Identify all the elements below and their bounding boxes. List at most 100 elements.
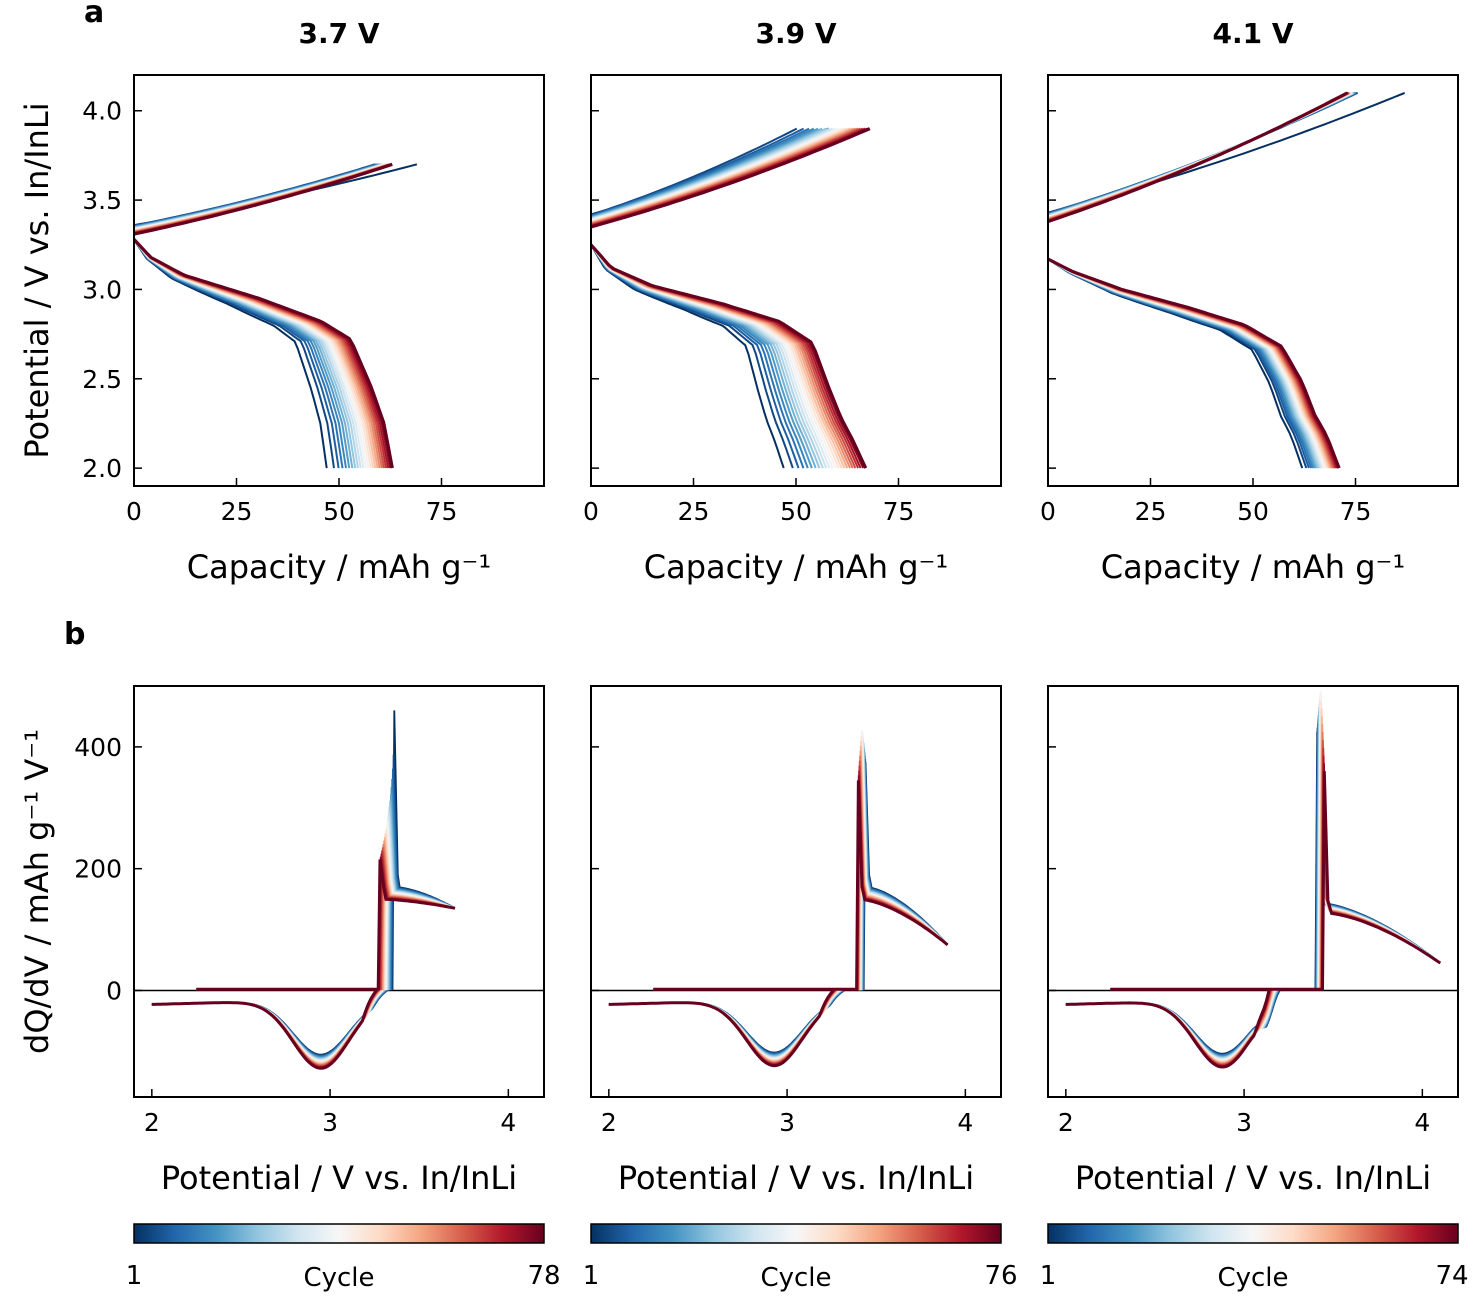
x-tick-label: 2 <box>601 1108 617 1137</box>
x-tick-label: 50 <box>1237 497 1269 526</box>
x-tick-label: 4 <box>957 1108 973 1137</box>
colorbar-gradient <box>1047 1223 1459 1244</box>
series-group <box>134 162 418 469</box>
dqdv-discharge-curve <box>608 989 839 1061</box>
dqdv-charge-curve <box>653 742 949 991</box>
dqdv-discharge-curve <box>608 989 841 1059</box>
dqdv-charge-curve <box>1110 739 1441 991</box>
dqdv-discharge-curve <box>608 989 845 1054</box>
axes-b-3.9: 2 3 4 Potential / V vs. In/InLi <box>590 685 1002 1197</box>
discharge-curve <box>591 243 868 469</box>
dqdv-charge-curve <box>196 840 456 991</box>
y-tick-label: 400 <box>74 733 122 762</box>
x-tick-label: 3 <box>779 1108 795 1137</box>
dqdv-charge-curve <box>196 847 456 991</box>
dqdv-charge-curve <box>1110 708 1441 991</box>
dqdv-discharge-curve <box>151 989 388 1056</box>
dqdv-charge-curve <box>653 770 949 991</box>
x-tick-label: 25 <box>678 497 710 526</box>
colorbar-min-label: 1 <box>126 1261 143 1291</box>
x-tick-label: 75 <box>1340 497 1372 526</box>
column-title-4.1: 4.1 V <box>1212 17 1293 50</box>
dqdv-discharge-curve <box>151 989 380 1067</box>
plot-frame <box>1047 74 1459 487</box>
axes-b-3.7: 2 3 4 0 200 400 Potential / V vs. In/InLi dQ/dV… <box>18 685 545 1197</box>
x-tick-label: 0 <box>583 497 599 526</box>
x-tick-label: 25 <box>221 497 253 526</box>
dqdv-charge-curve <box>1110 691 1441 991</box>
dqdv-discharge-curve <box>151 989 378 1070</box>
dqdv-charge-curve <box>196 853 456 991</box>
dqdv-discharge-curve <box>608 989 841 1060</box>
dqdv-discharge-curve <box>608 989 844 1056</box>
colorbar-gradient <box>133 1223 545 1244</box>
dqdv-discharge-curve <box>151 989 379 1068</box>
y-tick-label: 3.5 <box>82 186 122 215</box>
dqdv-charge-curve <box>653 755 949 991</box>
dqdv-discharge-curve <box>608 989 840 1060</box>
dqdv-discharge-curve <box>608 989 845 1055</box>
dqdv-discharge-curve <box>608 989 843 1056</box>
charge-curve <box>134 163 377 227</box>
dqdv-charge-curve <box>196 837 456 991</box>
dqdv-discharge-curve <box>151 989 386 1059</box>
dqdv-charge-curve <box>1110 771 1442 991</box>
dqdv-charge-curve <box>196 825 456 991</box>
colorbar-max-label: 74 <box>1435 1261 1468 1291</box>
dqdv-discharge-curve <box>608 989 842 1058</box>
dqdv-discharge-curve <box>1065 990 1271 1069</box>
panel-letter-a: a <box>84 0 104 30</box>
dqdv-discharge-curve <box>151 989 383 1063</box>
dqdv-discharge-curve <box>608 989 838 1063</box>
y-axis-label: Potential / V vs. In/InLi <box>18 102 56 458</box>
x-tick-label: 75 <box>426 497 458 526</box>
charge-curve <box>591 127 871 229</box>
panel-letter-b: b <box>64 617 85 652</box>
dqdv-charge-curve <box>653 736 949 991</box>
dqdv-discharge-curve <box>151 989 386 1059</box>
dqdv-discharge-curve <box>151 989 379 1068</box>
dqdv-discharge-curve <box>608 989 836 1065</box>
dqdv-discharge-curve <box>608 989 835 1066</box>
dqdv-charge-curve <box>653 731 949 991</box>
x-axis-label: Capacity / mAh g⁻¹ <box>1101 548 1406 586</box>
series-group <box>591 730 1001 1068</box>
dqdv-charge-curve <box>196 787 456 991</box>
dqdv-charge-curve <box>653 760 949 991</box>
dqdv-discharge-curve <box>608 989 840 1061</box>
y-tick-label: 0 <box>106 976 122 1005</box>
dqdv-charge-curve <box>1110 747 1441 991</box>
dqdv-discharge-curve <box>151 989 385 1061</box>
x-tick-label: 0 <box>126 497 142 526</box>
colorbar-4.1: 1 Cycle 74 <box>1040 1223 1469 1293</box>
dqdv-charge-curve <box>196 768 456 991</box>
colorbar-min-label: 1 <box>1040 1261 1057 1291</box>
discharge-curve <box>1048 257 1341 469</box>
axes-a-4.1: 0 25 50 75 Capacity / mAh g⁻¹ <box>1040 74 1459 586</box>
plot-frame <box>590 685 1002 1098</box>
dqdv-charge-curve <box>653 765 949 991</box>
dqdv-charge-curve <box>196 850 456 991</box>
dqdv-charge-curve <box>196 778 456 991</box>
x-tick-label: 50 <box>323 497 355 526</box>
dqdv-charge-curve <box>653 740 949 991</box>
dqdv-discharge-curve <box>151 989 382 1064</box>
x-axis-label: Capacity / mAh g⁻¹ <box>644 548 949 586</box>
colorbar-3.7: 1 Cycle 78 <box>126 1223 561 1293</box>
x-tick-label: 0 <box>1040 497 1056 526</box>
dqdv-discharge-curve <box>151 989 387 1057</box>
dqdv-discharge-curve <box>151 989 388 1057</box>
colorbar-3.9: 1 Cycle 76 <box>583 1223 1018 1293</box>
dqdv-charge-curve <box>653 739 949 991</box>
dqdv-charge-curve <box>196 859 456 991</box>
x-tick-label: 4 <box>1414 1108 1430 1137</box>
dqdv-discharge-curve <box>151 989 381 1066</box>
dqdv-charge-curve <box>653 733 949 991</box>
dqdv-charge-curve <box>1110 700 1441 991</box>
charge-curve <box>1048 91 1349 224</box>
plot-frame <box>590 74 1002 487</box>
plot-frame <box>133 685 545 1098</box>
x-tick-label: 4 <box>500 1108 516 1137</box>
column-title-3.7: 3.7 V <box>298 17 379 50</box>
